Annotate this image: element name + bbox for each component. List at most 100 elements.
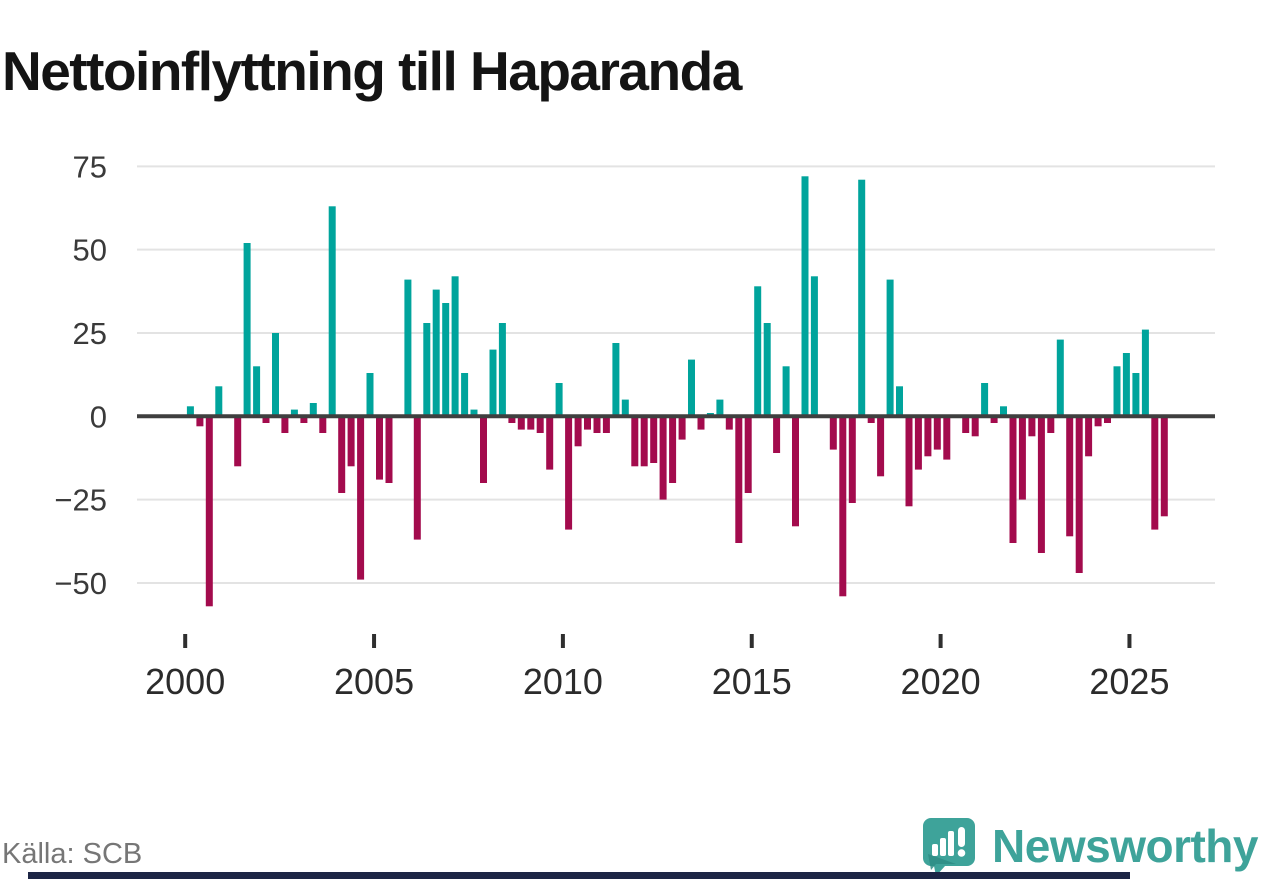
bubble-fold-shape xyxy=(928,854,957,870)
y-axis-label-25: 25 xyxy=(73,316,107,351)
bar-2010-q1 xyxy=(565,416,573,530)
bar-2022-q1 xyxy=(1018,416,1026,500)
bar-2017-q1 xyxy=(829,416,837,450)
newsworthy-brand: Newsworthy xyxy=(918,814,1258,878)
bar-2019-q2 xyxy=(914,416,922,470)
bar-2013-q1 xyxy=(678,416,686,440)
bar-2023-q3 xyxy=(1075,416,1083,573)
bar-2000-q1 xyxy=(186,406,194,417)
bar-2010-q3 xyxy=(584,416,591,430)
y-axis-label-75: 75 xyxy=(73,149,107,184)
bar-2015-q1 xyxy=(754,286,762,417)
bar-2015-q4 xyxy=(782,366,790,417)
bar-2019-q4 xyxy=(933,416,941,450)
bar-2015-q2 xyxy=(763,323,771,417)
bar-2010-q2 xyxy=(574,416,582,447)
bar-2018-q3 xyxy=(886,279,894,417)
bar-2019-q3 xyxy=(924,416,932,457)
bar-2018-q1 xyxy=(867,416,875,423)
bar-2018-q4 xyxy=(896,386,903,417)
exclamation-stem xyxy=(958,827,966,847)
bar-2021-q3 xyxy=(1000,406,1007,417)
bar-2003-q3 xyxy=(319,416,327,433)
bar-2003-q2 xyxy=(309,403,317,417)
bar-2025-q3 xyxy=(1151,416,1159,530)
newsworthy-logo-icon xyxy=(923,818,976,876)
bar-2017-q3 xyxy=(848,416,856,503)
bar-2001-q3 xyxy=(243,243,251,417)
bar-2008-q1 xyxy=(489,349,497,417)
bar-2021-q2 xyxy=(990,416,998,423)
bar-2011-q1 xyxy=(602,416,610,433)
bar-2001-q4 xyxy=(253,366,261,417)
bar-2017-q2 xyxy=(839,416,847,597)
bar-2020-q4 xyxy=(971,416,979,437)
bar-2016-q2 xyxy=(801,176,809,417)
bar-2007-q2 xyxy=(461,373,469,417)
bar-2006-q3 xyxy=(432,289,440,417)
y-axis-label--25: −25 xyxy=(54,483,107,518)
bar-2023-q4 xyxy=(1085,416,1093,457)
bar-2000-q2 xyxy=(196,416,204,427)
bar-2010-q4 xyxy=(593,416,601,433)
bar-2024-q1 xyxy=(1094,416,1102,427)
bar-2024-q3 xyxy=(1113,366,1121,417)
exclamation-dot xyxy=(957,849,966,857)
bar-2014-q4 xyxy=(744,416,752,493)
bar-2004-q2 xyxy=(347,416,355,467)
bar-2016-q1 xyxy=(792,416,799,527)
bar-2008-q2 xyxy=(498,323,506,417)
bar-2011-q4 xyxy=(631,416,639,467)
bar-2019-q1 xyxy=(905,416,913,507)
x-axis-label-2005: 2005 xyxy=(334,661,414,702)
bar-2025-q1 xyxy=(1132,373,1140,417)
bar-2009-q3 xyxy=(546,416,554,470)
bar-2005-q4 xyxy=(404,279,412,417)
bar-2007-q4 xyxy=(480,416,487,483)
bar-2011-q2 xyxy=(612,343,620,417)
bar-2003-q4 xyxy=(328,206,336,417)
bar-2018-q2 xyxy=(877,416,885,477)
bar-glyph-medium xyxy=(940,838,947,856)
bar-2022-q4 xyxy=(1047,416,1055,433)
bar-2004-q3 xyxy=(357,416,365,580)
bar-2012-q3 xyxy=(659,416,667,500)
x-axis-label-2025: 2025 xyxy=(1089,661,1169,702)
x-axis-label-2015: 2015 xyxy=(712,661,792,702)
bar-glyph-small xyxy=(932,844,939,856)
bar-2008-q4 xyxy=(517,416,525,430)
bar-2016-q3 xyxy=(810,276,818,417)
bar-2022-q2 xyxy=(1028,416,1036,437)
bar-2025-q4 xyxy=(1160,416,1168,517)
bar-2012-q2 xyxy=(650,416,658,463)
y-axis-label-50: 50 xyxy=(73,233,107,268)
bar-2000-q4 xyxy=(215,386,223,417)
x-axis-label-2020: 2020 xyxy=(901,661,981,702)
bar-2002-q4 xyxy=(290,409,298,417)
y-axis-label--50: −50 xyxy=(54,566,107,601)
bar-2013-q2 xyxy=(688,359,695,417)
bar-2002-q1 xyxy=(262,416,270,423)
footer-accent-bar xyxy=(28,872,1130,879)
chart-title: Nettoinflyttning till Haparanda xyxy=(2,39,742,102)
bar-2023-q1 xyxy=(1056,339,1064,417)
bar-2021-q4 xyxy=(1009,416,1017,543)
bar-2008-q3 xyxy=(508,416,516,423)
bar-2004-q4 xyxy=(366,373,374,417)
bar-2021-q1 xyxy=(981,383,989,417)
bar-2002-q3 xyxy=(281,416,289,433)
bar-2014-q1 xyxy=(716,399,724,417)
bar-2023-q2 xyxy=(1066,416,1074,537)
bar-2013-q3 xyxy=(697,416,705,430)
bar-2011-q3 xyxy=(621,399,629,417)
bar-2006-q4 xyxy=(442,303,450,417)
bar-2003-q1 xyxy=(300,416,308,423)
bar-2002-q2 xyxy=(272,333,279,417)
bar-2014-q3 xyxy=(735,416,743,543)
bar-2005-q2 xyxy=(385,416,393,483)
bar-2007-q1 xyxy=(451,276,459,417)
x-axis-label-2000: 2000 xyxy=(145,661,225,702)
bar-2015-q3 xyxy=(773,416,781,453)
